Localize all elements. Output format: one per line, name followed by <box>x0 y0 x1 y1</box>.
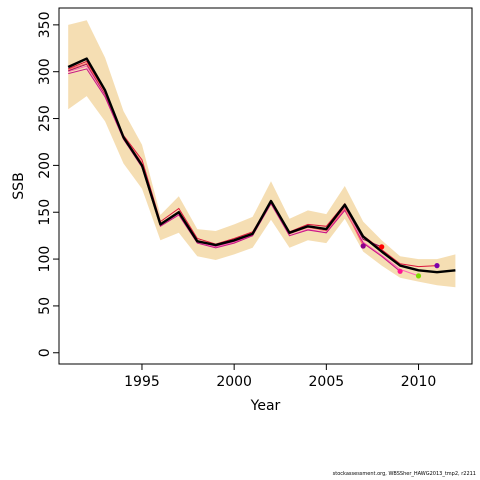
terminal-point <box>379 244 385 250</box>
plot-frame <box>58 7 473 365</box>
y-axis-title: SSB <box>11 172 27 199</box>
credit-text: stockassessment.org, WBSSher_HAWG2013_tm… <box>332 471 476 477</box>
y-tick-label: 0 <box>37 348 53 357</box>
x-tick-label: 2010 <box>401 374 437 390</box>
terminal-point <box>415 273 422 279</box>
main-line-layer <box>67 57 456 274</box>
x-tick-label: 2005 <box>309 374 345 390</box>
terminal-point <box>360 243 366 249</box>
y-tick-label: 100 <box>37 246 53 273</box>
y-tick-label: 200 <box>37 152 53 179</box>
x-axis-title: Year <box>250 398 281 414</box>
x-tick-label: 2000 <box>216 374 252 390</box>
terminal-point <box>397 268 403 274</box>
y-tick-label: 350 <box>37 11 53 38</box>
confidence-band-layer <box>68 20 456 288</box>
y-tick-label: 150 <box>37 199 53 226</box>
x-tick-label: 1995 <box>124 374 160 390</box>
terminal-points-layer <box>360 243 440 279</box>
terminal-point <box>434 263 440 269</box>
confidence-band <box>68 20 456 288</box>
axes-layer: 1995 2000 2005 2010 0 50 100 150 200 250 300 350 <box>37 7 473 390</box>
ssb-estimate-line <box>67 57 456 274</box>
y-tick-label: 50 <box>37 297 53 315</box>
y-tick-label: 250 <box>37 105 53 132</box>
y-tick-label: 300 <box>37 58 53 85</box>
